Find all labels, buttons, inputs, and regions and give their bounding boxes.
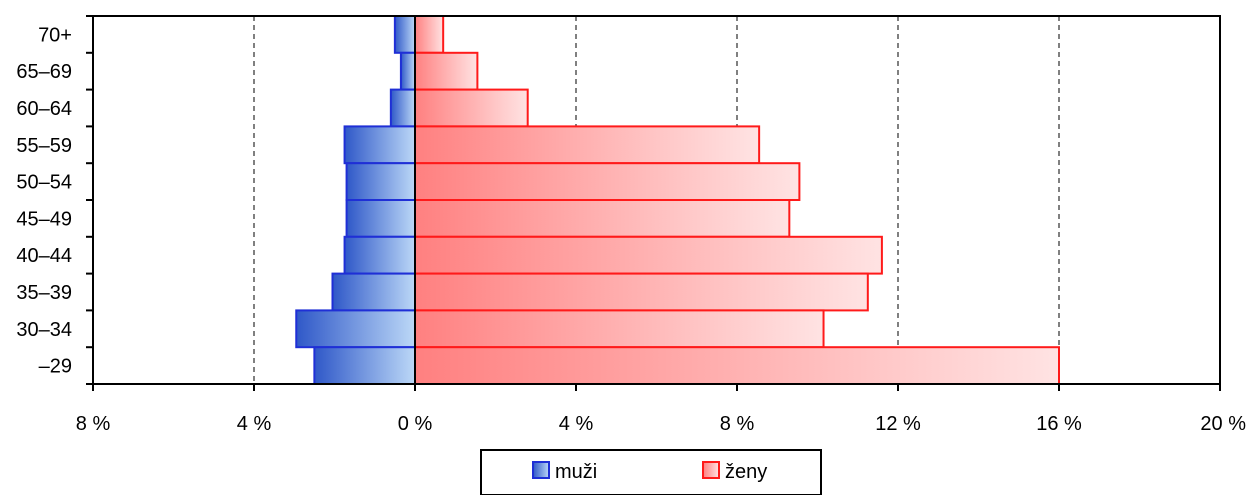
x-axis-ticks: 8 % 4 % 0 % 4 % 8 % 12 % 16 % 20 %	[76, 384, 1246, 435]
bar-zeny	[414, 199, 791, 238]
bar-muzi	[399, 51, 417, 91]
x-tick-label: 4 %	[237, 413, 272, 435]
x-tick-label: 4 %	[559, 413, 594, 435]
legend: muži ženy	[480, 449, 822, 495]
x-tick-label: 8 %	[76, 413, 111, 435]
y-tick-label: 45–49	[16, 208, 72, 230]
bar-muzi	[393, 15, 416, 54]
y-tick-label: 50–54	[16, 172, 72, 194]
legend-swatch-muzi	[532, 461, 550, 479]
legend-label-muzi: muži	[555, 461, 597, 483]
bar-muzi	[331, 272, 416, 312]
x-tick-label: 8 %	[720, 413, 755, 435]
bar-zeny	[414, 15, 445, 54]
legend-label-zeny: ženy	[725, 461, 767, 483]
bar-zeny	[414, 346, 1060, 386]
y-tick-label: 35–39	[16, 282, 72, 304]
bar-muzi	[343, 125, 416, 165]
bar-zeny	[414, 162, 801, 201]
bar-zeny	[414, 272, 869, 312]
bar-zeny	[414, 235, 883, 275]
y-tick-label: 65–69	[16, 61, 72, 83]
bar-zeny	[414, 88, 529, 128]
bar-muzi	[389, 88, 417, 128]
y-axis-ticks: 70+ 65–69 60–64 55–59 50–54 45–49 40–44 35–39 30…	[16, 15, 93, 385]
x-tick-label: 16 %	[1036, 413, 1082, 435]
x-tick-label: 12 %	[875, 413, 921, 435]
bar-muzi	[345, 199, 417, 238]
x-tick-label: 0 %	[398, 413, 433, 435]
bar-muzi	[343, 235, 416, 275]
x-tick-label: 20 %	[1200, 413, 1246, 435]
bar-zeny	[414, 125, 761, 165]
y-tick-label: 30–34	[16, 319, 72, 341]
legend-swatch-zeny	[702, 461, 720, 479]
y-tick-label: 55–59	[16, 135, 72, 157]
bar-muzi	[313, 346, 416, 386]
y-tick-label: –29	[39, 356, 72, 378]
y-tick-label: 40–44	[16, 245, 72, 267]
bar-zeny	[414, 51, 479, 91]
bar-zeny	[414, 309, 825, 349]
bars	[295, 15, 1060, 386]
y-tick-label: 70+	[38, 24, 72, 46]
bar-muzi	[295, 309, 417, 349]
y-tick-label: 60–64	[16, 98, 72, 120]
bar-muzi	[345, 162, 417, 201]
